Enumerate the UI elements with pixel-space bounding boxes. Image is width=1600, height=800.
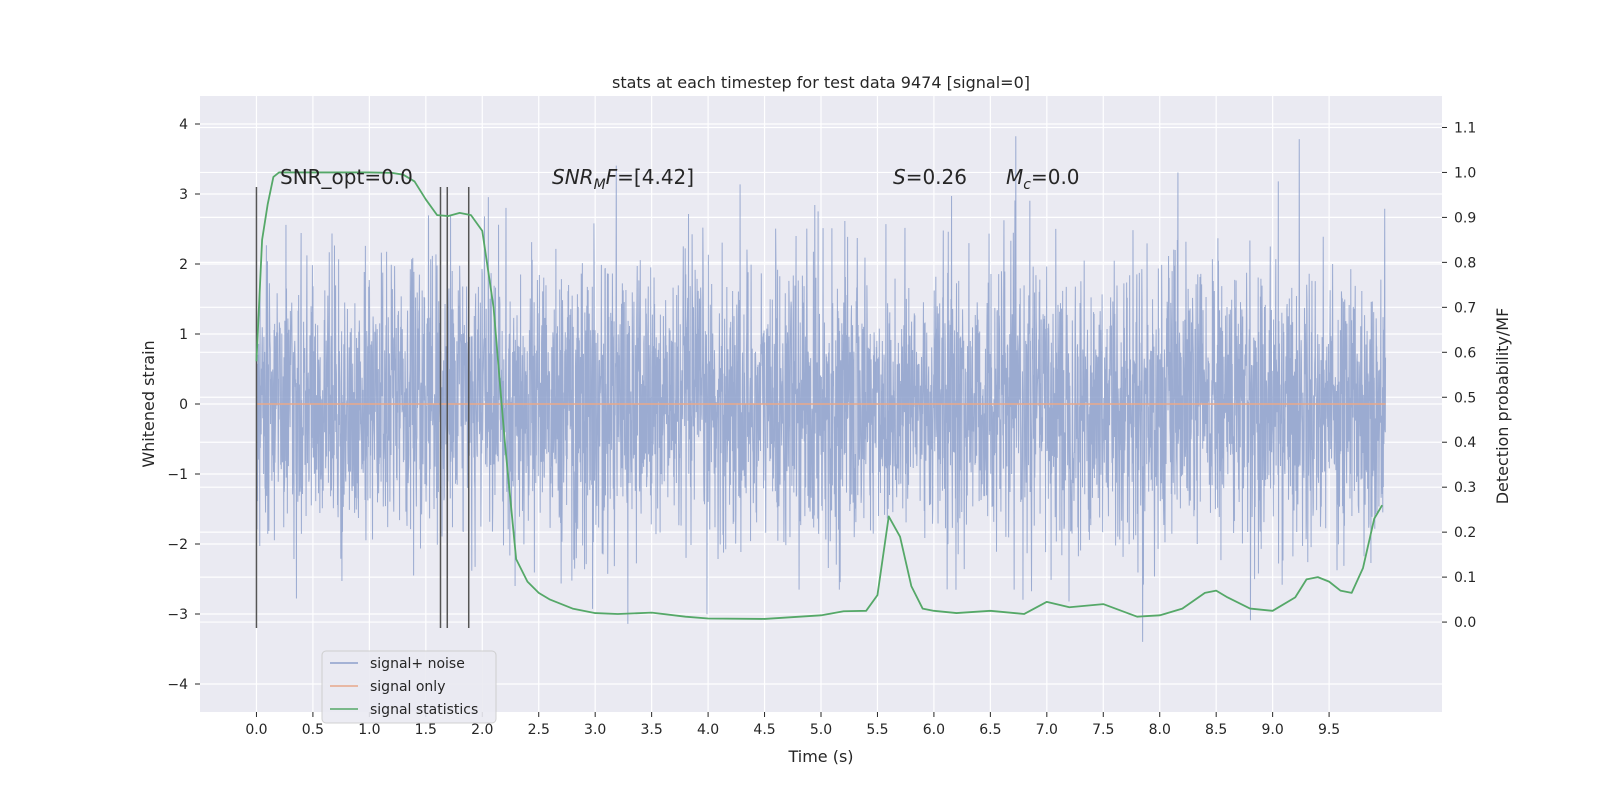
x-tick-label: 9.5 [1318,722,1340,738]
chart-title: stats at each timestep for test data 947… [612,73,1030,92]
x-tick-label: 6.0 [923,722,945,738]
annotation-mc: Mc=0.0 [1006,165,1080,193]
y-left-axis-label: Whitened strain [139,340,158,467]
y-right-tick-label: 0.8 [1454,255,1476,271]
y-right-tick-label: 0.4 [1454,435,1476,451]
legend-label-signal-statistics: signal statistics [370,702,478,718]
x-axis-label: Time (s) [787,747,853,766]
y-left-tick-label: −2 [167,537,188,553]
signal-statistics-line [255,171,1383,620]
x-tick-label: 0.5 [302,722,324,738]
x-tick-label: 2.5 [528,722,550,738]
y-left-axis-ticks: 4 3 2 1 0 −1 −2 −3 −4 [167,117,200,693]
y-left-tick-label: 2 [179,257,188,273]
y-left-tick-label: 1 [179,327,188,343]
y-right-tick-label: 1.1 [1454,120,1476,136]
x-tick-label: 3.5 [641,722,663,738]
y-right-tick-label: 0.6 [1454,345,1476,361]
x-tick-label: 0.0 [245,722,267,738]
y-right-tick-label: 1.0 [1454,165,1476,181]
y-left-tick-label: −3 [167,607,188,623]
x-tick-label: 3.0 [584,722,606,738]
x-tick-label: 1.5 [415,722,437,738]
y-right-tick-label: 0.3 [1454,480,1476,496]
y-left-tick-label: 3 [179,187,188,203]
y-right-tick-label: 0.5 [1454,390,1476,406]
x-tick-label: 7.0 [1036,722,1058,738]
x-tick-label: 4.5 [753,722,775,738]
annotation-snr-mf: SNRMF=[4.42] [552,165,694,193]
y-right-axis-ticks: 1.1 1.0 0.9 0.8 0.7 0.6 0.5 0.4 0.3 0.2 0.1 0.0 [1442,120,1476,631]
legend: signal+ noise signal only signal statist… [321,650,497,724]
x-tick-label: 8.0 [1149,722,1171,738]
y-left-tick-label: −4 [167,677,188,693]
y-right-axis-label: Detection probability/MF [1493,308,1512,505]
vertical-markers [255,187,470,628]
x-tick-label: 9.0 [1262,722,1284,738]
y-left-tick-label: −1 [167,467,188,483]
y-right-tick-label: 0.7 [1454,300,1476,316]
x-tick-label: 8.5 [1205,722,1227,738]
annotation-s: S=0.26 [893,165,967,189]
legend-label-signal-plus-noise: signal+ noise [370,656,465,672]
signal-plus-noise-line [255,136,1387,642]
x-axis-ticks: 0.0 0.5 1.0 1.5 2.0 2.5 3.0 3.5 4.0 4.5 5.0 5.5 6.0 6… [245,712,1340,738]
annotation-snr-opt: SNR_opt=0.0 [280,165,413,189]
y-right-tick-label: 0.2 [1454,525,1476,541]
y-right-tick-label: 0.1 [1454,570,1476,586]
x-tick-label: 6.5 [979,722,1001,738]
y-left-tick-label: 4 [179,117,188,133]
legend-label-signal-only: signal only [370,679,445,695]
x-tick-label: 4.0 [697,722,719,738]
series-signal-statistics [255,171,1383,620]
y-right-tick-label: 0.0 [1454,615,1476,631]
y-left-tick-label: 0 [179,397,188,413]
x-tick-label: 1.0 [358,722,380,738]
legend-box [321,650,497,724]
series-signal-plus-noise [255,136,1387,642]
y-right-tick-label: 0.9 [1454,210,1476,226]
x-tick-label: 7.5 [1092,722,1114,738]
x-tick-label: 2.0 [471,722,493,738]
x-tick-label: 5.5 [866,722,888,738]
x-tick-label: 5.0 [810,722,832,738]
